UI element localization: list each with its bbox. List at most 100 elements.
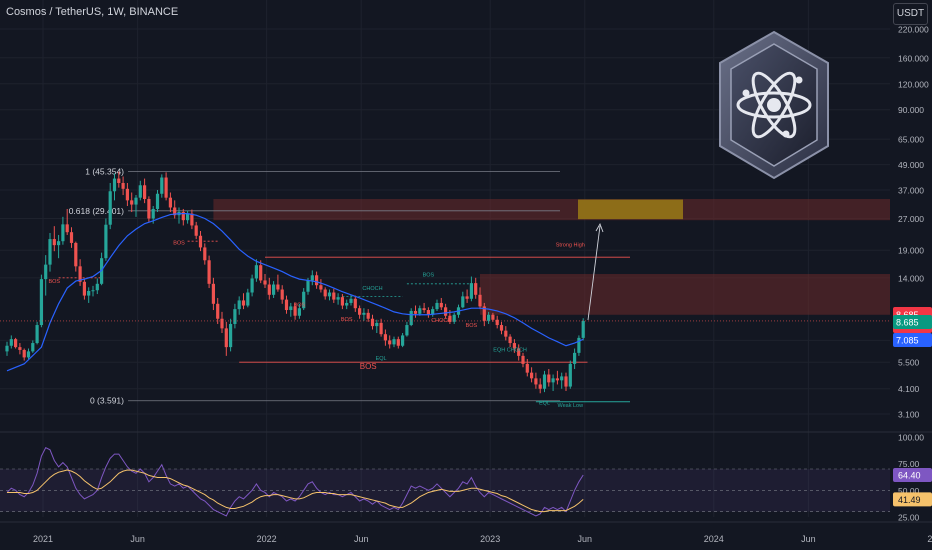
candle (74, 241, 78, 272)
candle (401, 332, 405, 348)
candle-body (358, 308, 362, 315)
close-price-label: 8.685 (896, 318, 919, 328)
candle-body (69, 232, 74, 243)
candle (293, 302, 297, 320)
candle (538, 378, 542, 394)
candle-body (568, 363, 572, 387)
candle-body (82, 281, 86, 296)
candle (164, 172, 168, 201)
fib-level-label: 0.618 (29.401) (69, 206, 124, 216)
candle-body (362, 312, 366, 315)
candle-body (491, 314, 495, 320)
structure-annotation: EQL (539, 400, 550, 406)
candle (263, 274, 267, 289)
candle (366, 309, 370, 322)
candle (138, 180, 142, 201)
chart-title: Cosmos / TetherUS, 1W, BINANCE (6, 6, 179, 18)
rsi-ma-value-label-bg (893, 492, 932, 507)
candle (508, 334, 512, 348)
candle-body (297, 308, 301, 316)
candle-body (323, 289, 327, 297)
candle-body (482, 306, 486, 321)
candle-body (413, 310, 418, 314)
supply-zone (480, 274, 890, 315)
candle-body (267, 284, 271, 295)
candle (499, 321, 504, 335)
candle-body (112, 178, 117, 192)
candle (340, 294, 344, 310)
candle (560, 372, 564, 389)
structure-annotation: Strong High (556, 243, 585, 249)
candle (259, 260, 263, 284)
candle-body (117, 178, 121, 183)
candle-body (392, 339, 396, 345)
candle (547, 369, 551, 387)
time-tick-label: 2023 (480, 534, 500, 544)
candle (542, 370, 547, 393)
candle (323, 287, 327, 300)
candle (392, 336, 396, 348)
candle-body (555, 378, 559, 381)
candle-body (233, 309, 237, 324)
candle (405, 321, 409, 337)
currency-button[interactable]: USDT (893, 3, 928, 25)
candle-body (87, 290, 91, 296)
candle (345, 299, 349, 310)
candle (147, 196, 151, 222)
candle (134, 195, 138, 217)
candle (512, 339, 516, 353)
candle-body (246, 292, 250, 306)
candle-body (577, 337, 581, 353)
candle-body (134, 197, 138, 205)
candle-body (198, 235, 203, 248)
candle-body (272, 284, 276, 295)
candle-body (190, 213, 194, 226)
candle-body (181, 212, 185, 221)
candle (194, 221, 198, 240)
candle (78, 259, 82, 286)
candle (48, 232, 52, 272)
price-tick-label: 37.000 (898, 186, 924, 196)
rsi-value-label-bg (893, 467, 932, 482)
candle (504, 326, 508, 341)
candle-body (276, 284, 280, 290)
candle (474, 277, 478, 299)
candle-body (241, 300, 246, 306)
price-tick-label: 19.000 (898, 246, 924, 256)
candle-body (9, 339, 13, 346)
candle (469, 276, 473, 302)
candle-body (26, 351, 31, 358)
candle-body (91, 290, 95, 292)
candle (143, 178, 147, 204)
candle (95, 278, 99, 295)
candle (112, 173, 117, 201)
candle-body (35, 325, 39, 344)
candle (573, 348, 577, 370)
candle-body (353, 298, 357, 309)
supply-zone (213, 199, 890, 221)
candle (413, 305, 418, 318)
candle-body (315, 275, 319, 286)
candle (332, 288, 336, 303)
fib-level-label: 1 (45.354) (85, 167, 124, 177)
candle (327, 289, 332, 301)
candle-body (310, 275, 314, 281)
candle (61, 216, 65, 245)
candle (525, 358, 529, 377)
candle (224, 321, 228, 356)
candle (241, 293, 246, 310)
candle-body (551, 378, 555, 383)
candle (418, 305, 422, 316)
structure-annotation: BOS (294, 302, 306, 308)
candle-body (469, 283, 473, 299)
candle-body (345, 302, 349, 306)
target-box (578, 199, 683, 220)
candle-body (259, 265, 263, 281)
candle-body (263, 280, 267, 285)
candle (383, 329, 387, 346)
time-tick-label: Jun (801, 534, 816, 544)
price-tick-label: 3.100 (898, 410, 920, 420)
candle-body (194, 225, 198, 236)
structure-annotation: BOS (360, 362, 377, 371)
candle (181, 208, 185, 226)
